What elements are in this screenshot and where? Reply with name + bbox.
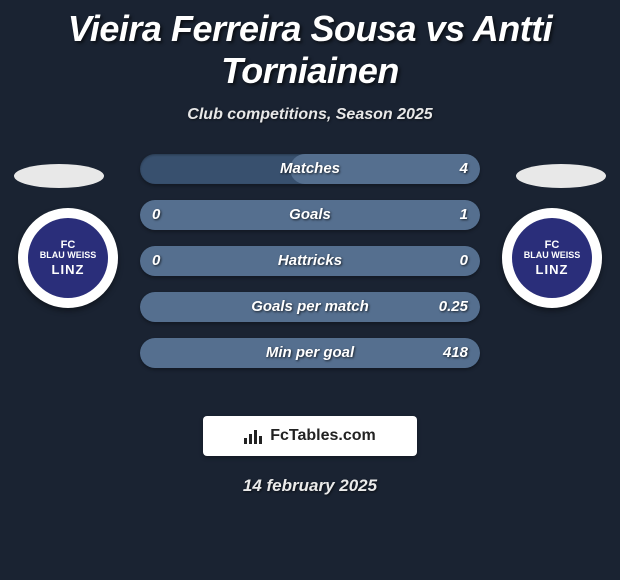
attribution-text: FcTables.com <box>270 427 376 445</box>
stat-value-right: 418 <box>443 338 468 368</box>
stat-label: Goals <box>140 200 480 230</box>
stat-row: Matches 4 <box>140 154 480 184</box>
club-right-line3: LINZ <box>536 263 569 277</box>
page-title: Vieira Ferreira Sousa vs Antti Torniaine… <box>0 0 620 92</box>
stat-value-right: 4 <box>460 154 468 184</box>
club-badge-right-inner: FC BLAU WEISS LINZ <box>512 218 592 298</box>
club-right-line2: BLAU WEISS <box>524 251 581 261</box>
stat-rows: Matches 4 0 Goals 1 0 Hattricks 0 Goals … <box>140 154 480 384</box>
club-left-line2: BLAU WEISS <box>40 251 97 261</box>
stat-label: Min per goal <box>140 338 480 368</box>
stat-row: Min per goal 418 <box>140 338 480 368</box>
club-badge-right: FC BLAU WEISS LINZ <box>502 208 602 308</box>
stat-value-right: 1 <box>460 200 468 230</box>
stat-value-right: 0.25 <box>439 292 468 322</box>
stat-row: Goals per match 0.25 <box>140 292 480 322</box>
stat-label: Goals per match <box>140 292 480 322</box>
comparison-stage: FC BLAU WEISS LINZ FC BLAU WEISS LINZ Ma… <box>0 154 620 404</box>
attribution-badge: FcTables.com <box>203 416 417 456</box>
page-subtitle: Club competitions, Season 2025 <box>0 106 620 124</box>
stat-value-right: 0 <box>460 246 468 276</box>
stat-row: 0 Goals 1 <box>140 200 480 230</box>
player-left-silhouette <box>14 164 104 188</box>
club-left-line3: LINZ <box>52 263 85 277</box>
bar-chart-icon <box>244 428 264 444</box>
stat-label: Hattricks <box>140 246 480 276</box>
club-badge-left-inner: FC BLAU WEISS LINZ <box>28 218 108 298</box>
stat-label: Matches <box>140 154 480 184</box>
date-label: 14 february 2025 <box>0 476 620 496</box>
stat-row: 0 Hattricks 0 <box>140 246 480 276</box>
club-badge-left: FC BLAU WEISS LINZ <box>18 208 118 308</box>
player-right-silhouette <box>516 164 606 188</box>
